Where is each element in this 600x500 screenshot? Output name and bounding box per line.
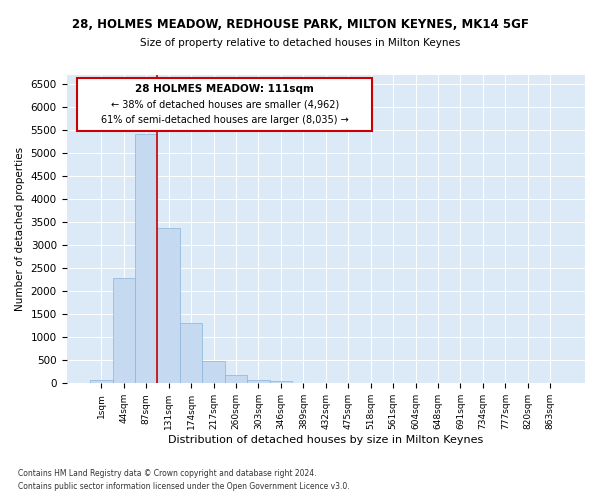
Bar [135,134,157,384]
Bar [225,375,247,384]
Text: ← 38% of detached houses are smaller (4,962): ← 38% of detached houses are smaller (4,… [110,100,339,110]
Text: Contains public sector information licensed under the Open Government Licence v3: Contains public sector information licen… [18,482,350,491]
Text: 28, HOLMES MEADOW, REDHOUSE PARK, MILTON KEYNES, MK14 5GF: 28, HOLMES MEADOW, REDHOUSE PARK, MILTON… [71,18,529,30]
Text: 28 HOLMES MEADOW: 111sqm: 28 HOLMES MEADOW: 111sqm [135,84,314,94]
Bar [202,362,225,384]
FancyBboxPatch shape [77,78,373,130]
X-axis label: Distribution of detached houses by size in Milton Keynes: Distribution of detached houses by size … [168,435,484,445]
Bar [157,228,180,384]
Bar [269,381,292,384]
Bar [113,278,135,384]
Bar [247,380,269,384]
Text: 61% of semi-detached houses are larger (8,035) →: 61% of semi-detached houses are larger (… [101,115,349,125]
Text: Contains HM Land Registry data © Crown copyright and database right 2024.: Contains HM Land Registry data © Crown c… [18,468,317,477]
Bar [90,380,113,384]
Bar [180,323,202,384]
Y-axis label: Number of detached properties: Number of detached properties [15,147,25,311]
Text: Size of property relative to detached houses in Milton Keynes: Size of property relative to detached ho… [140,38,460,48]
